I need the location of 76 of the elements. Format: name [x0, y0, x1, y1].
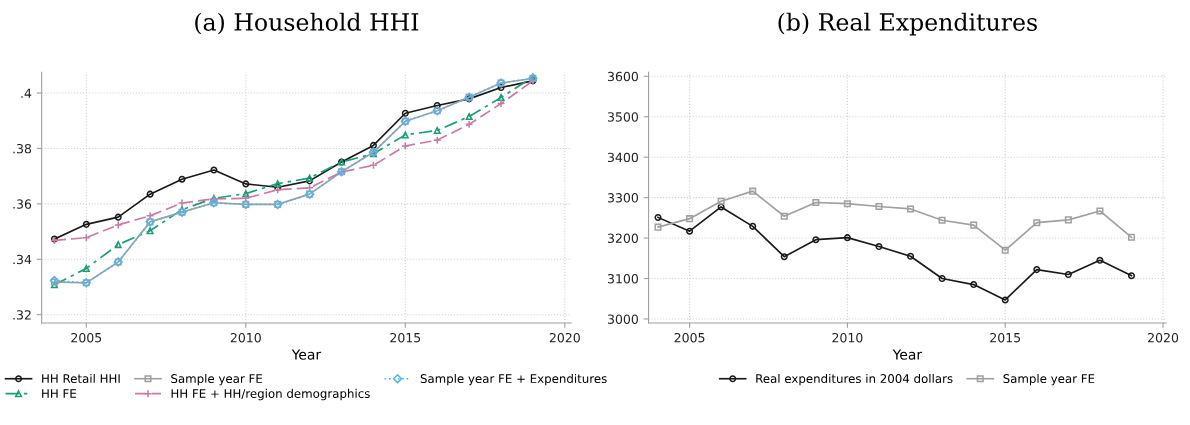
point — [82, 264, 90, 272]
point — [938, 216, 946, 224]
legend-label: Sample year FE + Expenditures — [420, 373, 607, 386]
point — [812, 198, 820, 207]
y-tick-label: 3000 — [607, 314, 638, 324]
chart-title: (a) Household HHI — [195, 12, 419, 35]
legend-label: Sample year FE — [171, 373, 263, 386]
x-tick-label: 2005 — [674, 332, 705, 343]
x-tick-label: 2005 — [71, 332, 102, 343]
point — [843, 234, 851, 242]
point — [432, 135, 442, 145]
point — [1127, 233, 1136, 241]
point — [401, 141, 410, 151]
x-tick-label: 2010 — [832, 332, 863, 343]
point — [812, 236, 820, 244]
x-axis-title: Year — [291, 349, 322, 360]
x-axis-title: Year — [892, 349, 923, 360]
x-tick-label: 2020 — [1148, 332, 1179, 343]
legend-label: Real expenditures in 2004 dollars — [756, 373, 953, 386]
point — [433, 126, 441, 134]
point — [465, 113, 473, 121]
x-tick-label: 2010 — [230, 332, 261, 343]
point — [970, 281, 978, 289]
point — [497, 93, 505, 102]
point — [113, 220, 123, 230]
point — [654, 213, 662, 221]
point — [875, 243, 883, 251]
legend-label: HH Retail HHI — [42, 373, 120, 384]
point — [1001, 246, 1009, 254]
x-tick-label: 2015 — [990, 332, 1021, 343]
point — [210, 166, 218, 174]
point — [242, 180, 250, 188]
point — [906, 205, 915, 213]
point — [843, 200, 851, 208]
point — [1096, 256, 1104, 264]
point — [780, 253, 788, 261]
point — [780, 212, 788, 220]
point — [1064, 216, 1072, 224]
y-tick-label: .36 — [13, 199, 32, 209]
point — [654, 223, 662, 231]
y-tick-label: 3200 — [607, 233, 638, 243]
point — [82, 220, 90, 228]
point — [717, 197, 725, 205]
y-tick-label: 3300 — [607, 193, 638, 203]
y-tick-label: .32 — [13, 310, 31, 320]
y-tick-label: 3400 — [607, 152, 638, 163]
point — [1096, 207, 1104, 215]
point — [464, 120, 474, 129]
y-tick-label: .4 — [21, 88, 32, 98]
legend-label: HH FE + HH/region demographics — [171, 388, 370, 401]
point — [146, 227, 154, 235]
point — [749, 222, 757, 230]
chart-title: (b) Real Expenditures — [778, 12, 1037, 36]
y-tick-label: 3600 — [607, 71, 638, 82]
point — [686, 215, 694, 223]
point — [906, 252, 915, 260]
point — [1064, 270, 1072, 279]
point — [1033, 219, 1041, 227]
point — [875, 202, 883, 211]
point — [1033, 266, 1041, 274]
point — [686, 227, 694, 235]
point — [401, 109, 409, 117]
legend-label: HH FE — [42, 389, 76, 398]
y-tick-label: 3500 — [607, 112, 638, 122]
point — [177, 198, 187, 208]
x-tick-label: 2020 — [549, 332, 580, 343]
point — [146, 190, 154, 198]
point — [938, 274, 946, 283]
y-tick-label: .38 — [13, 143, 32, 154]
legend-label: Sample year FE — [1003, 373, 1095, 386]
point — [970, 221, 978, 229]
y-tick-label: .34 — [13, 254, 32, 265]
x-tick-label: 2015 — [390, 332, 421, 343]
point — [1127, 272, 1136, 280]
point — [749, 187, 757, 195]
y-tick-label: 3100 — [607, 273, 638, 284]
